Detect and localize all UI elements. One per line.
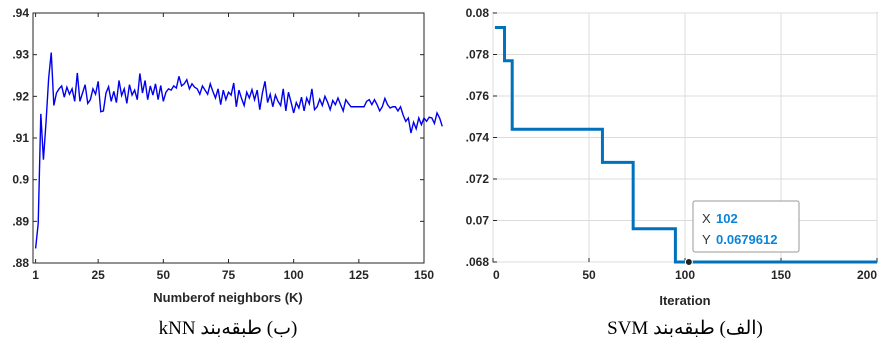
svm-datatip[interactable]: X 102 Y 0.0679612 bbox=[684, 200, 800, 266]
knn-accuracy-line bbox=[34, 52, 443, 249]
knn-x-tick-label: 50 bbox=[157, 268, 171, 282]
knn-y-tick-label: .93 bbox=[12, 48, 29, 62]
svm-x-tick-label: 150 bbox=[771, 268, 791, 282]
datatip-y-value: 0.0679612 bbox=[716, 232, 777, 247]
knn-y-axis: .88 .89 0.9 .91 .92 .93 .94 bbox=[12, 6, 424, 270]
svm-x-tick-label: 100 bbox=[675, 268, 695, 282]
knn-x-axis-label: Numberof neighbors (K) bbox=[153, 290, 303, 305]
datatip-box bbox=[692, 200, 800, 253]
knn-y-tick-label: 0.9 bbox=[12, 173, 29, 187]
knn-x-tick-label: 1 bbox=[32, 268, 39, 282]
knn-y-tick-label: .89 bbox=[12, 214, 29, 228]
svm-objective-line bbox=[494, 26, 877, 264]
knn-y-tick-label: .94 bbox=[12, 6, 29, 20]
knn-x-axis: 1 25 50 75 100 125 150 bbox=[32, 13, 434, 282]
svm-y-tick-label: 0.07 bbox=[466, 214, 490, 228]
svm-caption: (الف) طبقه‌بند SVM bbox=[607, 318, 763, 339]
knn-x-tick-label: 100 bbox=[284, 268, 304, 282]
datatip-y-label: Y bbox=[702, 232, 711, 247]
knn-plot-area bbox=[32, 12, 425, 264]
datatip-marker bbox=[684, 258, 693, 266]
knn-x-tick-label: 25 bbox=[91, 268, 105, 282]
knn-y-tick-label: .92 bbox=[12, 89, 29, 103]
knn-x-tick-label: 75 bbox=[222, 268, 236, 282]
svm-grid bbox=[492, 12, 878, 263]
svm-x-axis: 0 50 100 150 200 bbox=[492, 258, 878, 282]
knn-y-tick-label: .88 bbox=[12, 256, 29, 270]
knn-chart: .88.890.9.91.92.93.94 1 25 50 75 100 125 150 N… bbox=[12, 6, 443, 339]
knn-x-tick-label: 150 bbox=[414, 268, 434, 282]
svm-y-tick-label: .068 bbox=[466, 255, 490, 269]
datatip-x-label: X bbox=[702, 211, 711, 226]
svm-x-tick-label: 0 bbox=[493, 268, 500, 282]
svm-x-axis-label: Iteration bbox=[659, 293, 710, 308]
svm-y-tick-label: .074 bbox=[466, 131, 490, 145]
svm-y-axis: 0.08 .078 .076 .074 .072 0.07 .068 bbox=[466, 6, 497, 269]
svm-chart: 0.08 .078 .076 .074 .072 0.07 .068 0 50 100 150 20… bbox=[466, 6, 878, 339]
svm-x-tick-label: 200 bbox=[857, 268, 877, 282]
knn-caption: (ب) طبقه‌بند kNN bbox=[159, 318, 298, 339]
knn-x-tick-label: 125 bbox=[349, 268, 369, 282]
datatip-x-value: 102 bbox=[716, 211, 738, 226]
svm-y-tick-label: .076 bbox=[466, 89, 490, 103]
knn-y-tick-label: .91 bbox=[12, 131, 29, 145]
svm-x-tick-label: 50 bbox=[582, 268, 596, 282]
svm-y-tick-label: 0.08 bbox=[466, 6, 490, 20]
svm-y-tick-label: .072 bbox=[466, 172, 490, 186]
svm-y-tick-label: .078 bbox=[466, 48, 490, 62]
